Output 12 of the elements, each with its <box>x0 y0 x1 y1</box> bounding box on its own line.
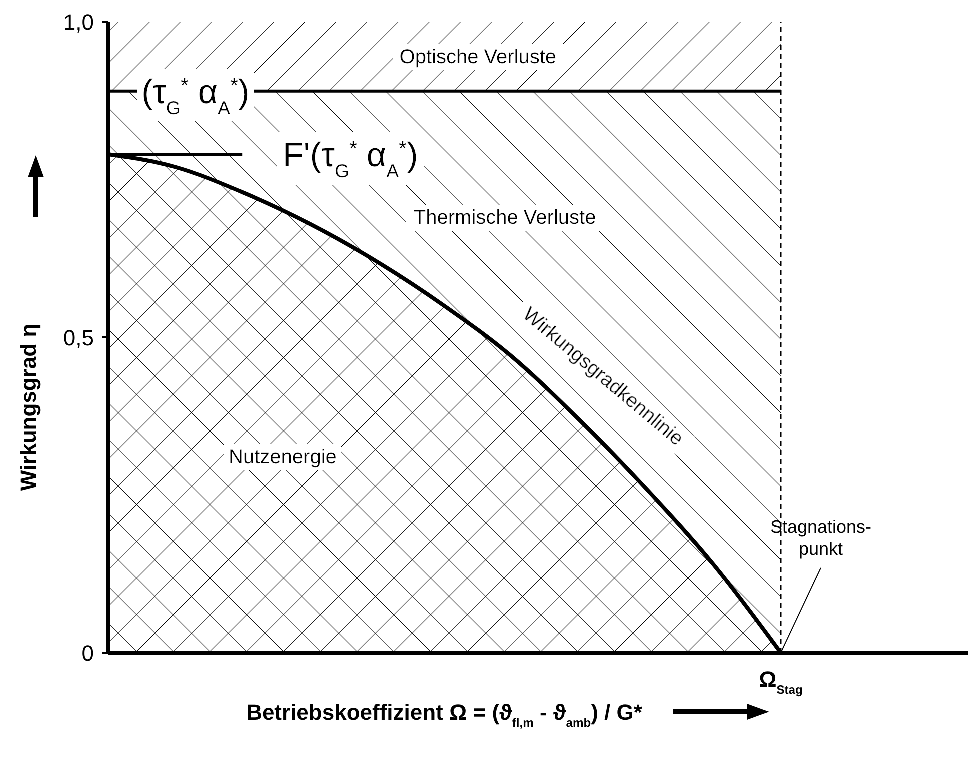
y-tick-label: 0 <box>82 641 94 666</box>
band-label: Thermische Verluste <box>414 206 596 229</box>
y-tick-label: 0,5 <box>63 326 94 350</box>
x-axis-title: Betriebskoeffizient Ω = (ϑ$_{fl,m}$ - ϑ$_{amb}$) / G* <box>246 700 643 730</box>
band-label: Optische Verluste <box>400 46 557 69</box>
x-tick-label: Ω$_{Stag}$ <box>759 667 803 697</box>
ref-line-label: F'(τ$_{G}$$^{*}$ α$_{A}$$^{*}$) <box>282 136 418 182</box>
y-axis-title: Wirkungsgrad η <box>16 324 41 492</box>
y-tick-label: 1,0 <box>63 10 94 35</box>
annotation: Stagnations- punkt <box>770 517 872 559</box>
ref-line-label: (τ$_{G}$$^{*}$ α$_{A}$$^{*}$) <box>142 73 250 118</box>
annotation: Nutzenergie <box>229 446 337 469</box>
